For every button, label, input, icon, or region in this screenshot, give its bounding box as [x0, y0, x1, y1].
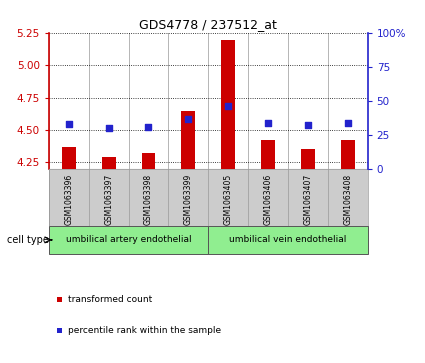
Bar [221, 40, 235, 169]
Text: umbilical artery endothelial: umbilical artery endothelial [66, 236, 191, 244]
Bar [102, 157, 116, 169]
Point [344, 120, 351, 126]
Text: GSM1063397: GSM1063397 [104, 174, 113, 225]
Bar [208, 226, 368, 253]
Text: GSM1063408: GSM1063408 [343, 174, 352, 225]
Bar [301, 150, 315, 169]
Text: umbilical vein endothelial: umbilical vein endothelial [229, 236, 347, 244]
Bar [261, 140, 275, 169]
Text: transformed count: transformed count [68, 295, 152, 304]
Text: GSM1063406: GSM1063406 [264, 174, 272, 225]
Bar [181, 111, 196, 169]
Text: GSM1063407: GSM1063407 [303, 174, 312, 225]
Point [105, 125, 112, 131]
Text: GSM1063405: GSM1063405 [224, 174, 232, 225]
Text: cell type: cell type [7, 235, 49, 245]
Point [304, 122, 311, 128]
Title: GDS4778 / 237512_at: GDS4778 / 237512_at [139, 19, 277, 32]
Bar [142, 153, 156, 169]
Point [225, 103, 232, 109]
Bar [49, 226, 208, 253]
Point [145, 124, 152, 130]
Point [65, 121, 72, 127]
Bar [62, 147, 76, 169]
Point [185, 115, 192, 121]
Text: GSM1063398: GSM1063398 [144, 174, 153, 225]
Text: GSM1063399: GSM1063399 [184, 174, 193, 225]
Point [265, 120, 272, 126]
Text: GSM1063396: GSM1063396 [64, 174, 73, 225]
Text: percentile rank within the sample: percentile rank within the sample [68, 326, 221, 335]
Bar [341, 140, 355, 169]
